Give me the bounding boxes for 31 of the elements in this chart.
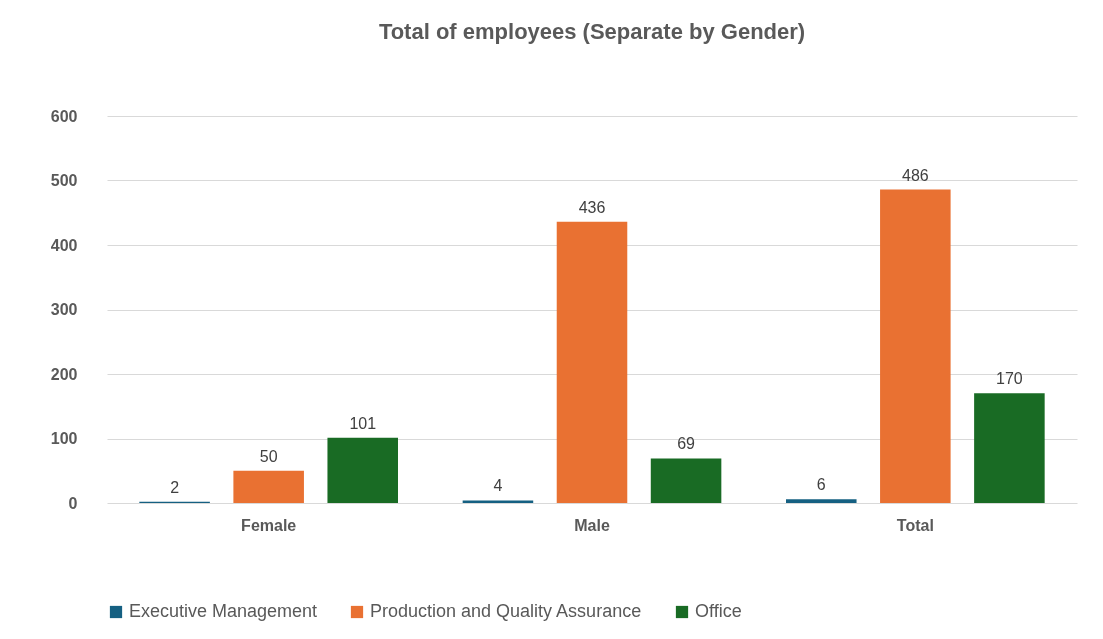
data-label: 170: [996, 370, 1023, 388]
data-label: 486: [901, 166, 929, 184]
bar: [462, 500, 534, 503]
chart-title: Total of employees (Separate by Gender): [378, 19, 806, 44]
y-tick-label: 500: [50, 172, 78, 189]
x-tick-label: Female: [241, 516, 297, 534]
data-label: 69: [677, 435, 696, 453]
legend-label: Executive Management: [129, 601, 318, 621]
bar: [556, 221, 628, 503]
data-label: 101: [349, 414, 377, 432]
legend-label: Office: [695, 601, 742, 621]
y-tick-label: 600: [50, 107, 78, 125]
x-tick-label: Total: [896, 516, 934, 534]
bar: [880, 189, 951, 503]
y-tick-label: 300: [50, 301, 78, 318]
data-label: 4: [493, 477, 503, 495]
bar: [650, 458, 722, 503]
y-tick-label: 400: [50, 236, 78, 254]
x-tick-label: Male: [574, 516, 610, 534]
bar: [327, 437, 398, 503]
y-tick-label: 200: [50, 365, 78, 383]
data-label: 436: [578, 198, 606, 216]
bar: [974, 393, 1045, 503]
y-tick-label: 100: [50, 430, 78, 447]
data-label: 50: [259, 447, 278, 465]
bar: [233, 470, 304, 503]
legend-label: Production and Quality Assurance: [370, 601, 642, 621]
bar: [786, 499, 857, 503]
data-label: 6: [816, 476, 826, 494]
data-label: 2: [170, 478, 180, 496]
y-tick-label: 0: [68, 494, 78, 512]
